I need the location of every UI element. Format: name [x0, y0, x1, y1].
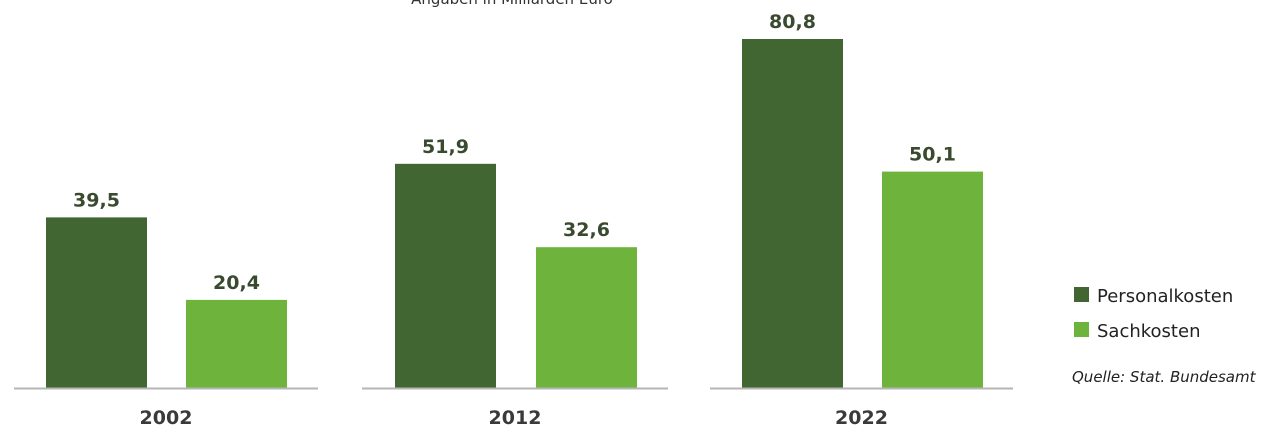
legend-swatch-personalkosten	[1074, 287, 1089, 302]
bars-layer	[46, 39, 983, 388]
value-label-personalkosten-2012: 51,9	[422, 136, 469, 158]
legend: Personalkosten Sachkosten	[1074, 286, 1233, 342]
category-label-2002: 2002	[140, 407, 193, 429]
bar-sachkosten-2012	[536, 247, 637, 388]
bar-personalkosten-2012	[395, 163, 496, 388]
bar-personalkosten-2002	[46, 217, 147, 388]
legend-label-personalkosten: Personalkosten	[1097, 286, 1233, 307]
category-labels-layer: 2002 2012 2022	[140, 407, 888, 429]
value-label-sachkosten-2002: 20,4	[213, 272, 260, 294]
chart-subtitle: Angaben in Milliarden Euro	[411, 0, 613, 8]
value-label-sachkosten-2012: 32,6	[563, 219, 610, 241]
bar-personalkosten-2022	[742, 39, 843, 388]
value-label-personalkosten-2002: 39,5	[73, 189, 120, 211]
category-label-2022: 2022	[835, 407, 888, 429]
bar-sachkosten-2002	[186, 299, 287, 388]
value-label-personalkosten-2022: 80,8	[769, 11, 816, 33]
source-note: Quelle: Stat. Bundesamt	[1072, 368, 1257, 386]
bar-sachkosten-2022	[882, 171, 983, 388]
value-labels-layer: 39,5 20,4 51,9 32,6 80,8 50,1	[73, 11, 956, 294]
legend-swatch-sachkosten	[1074, 322, 1089, 337]
category-label-2012: 2012	[489, 407, 542, 429]
value-label-sachkosten-2022: 50,1	[909, 144, 956, 166]
legend-label-sachkosten: Sachkosten	[1097, 321, 1200, 342]
